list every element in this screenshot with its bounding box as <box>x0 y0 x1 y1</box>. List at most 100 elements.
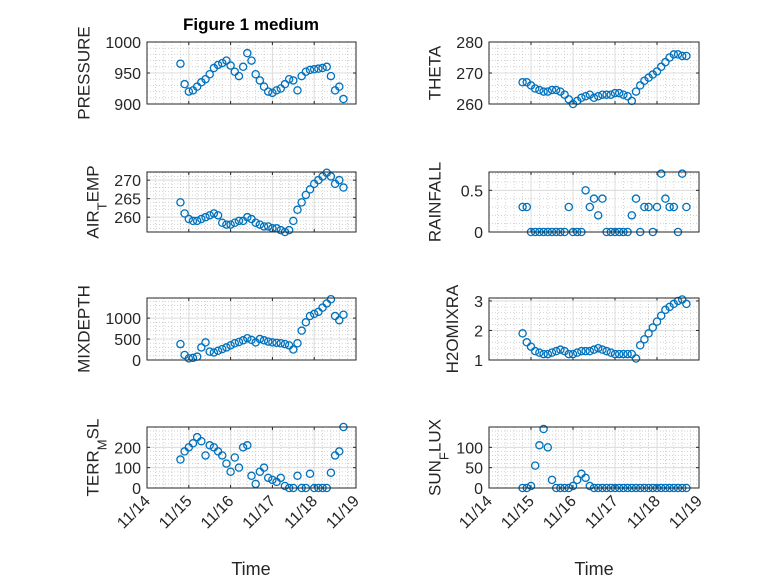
data-point <box>213 346 223 356</box>
y-tick-label: 1 <box>474 353 483 370</box>
data-point <box>539 87 548 96</box>
subplot-pressure: 900 950 1000 PRESSURE <box>74 26 357 120</box>
axes-frame <box>146 426 357 489</box>
x-tick-label: 11/14 <box>114 493 154 533</box>
data-point <box>309 309 319 319</box>
data-point <box>543 443 553 452</box>
data-point <box>585 202 595 212</box>
x-tick-label: 11/14 <box>456 493 496 533</box>
data-point <box>339 183 348 192</box>
data-point <box>631 194 641 203</box>
y-axis-label: PRESSURE <box>74 26 93 120</box>
data-point <box>568 349 578 359</box>
data-point <box>226 61 235 70</box>
data-point <box>589 345 599 354</box>
data-point <box>522 202 532 212</box>
data-point <box>243 48 252 58</box>
data-point <box>564 95 574 104</box>
data-point <box>176 59 185 68</box>
axes-background <box>489 298 699 360</box>
subplot-mixdepth: 0 500 1000 MIXDEPTH <box>74 285 357 373</box>
y-tick-label: 100 <box>114 461 141 478</box>
axes-background <box>489 427 699 488</box>
data-point <box>268 338 277 347</box>
data-point <box>197 343 206 352</box>
data-point <box>623 92 632 101</box>
data-point <box>518 329 527 338</box>
y-label-rest: EMP <box>83 165 102 202</box>
data-point <box>335 175 344 185</box>
data-point <box>243 212 252 222</box>
data-point <box>547 85 557 95</box>
data-point <box>301 318 311 327</box>
y-tick-label: 0 <box>474 481 483 498</box>
y-tick-label: 270 <box>456 66 483 83</box>
data-point <box>205 441 214 450</box>
data-point <box>197 214 206 224</box>
data-point <box>635 340 645 350</box>
axes-frame <box>488 297 700 361</box>
data-point <box>530 346 540 356</box>
data-point <box>284 225 294 235</box>
data-point <box>665 202 674 212</box>
y-label-main: H2OMIXRA <box>443 284 462 373</box>
axes-frame <box>488 426 700 489</box>
data-point <box>314 64 323 73</box>
data-point <box>234 216 244 226</box>
data-point <box>682 202 691 212</box>
data-point <box>184 354 194 363</box>
y-tick-label: 0 <box>474 225 483 242</box>
data-point <box>263 222 273 231</box>
data-point <box>627 349 637 359</box>
data-point <box>217 344 227 354</box>
data-point <box>217 451 227 460</box>
data-point <box>577 346 586 356</box>
y-axis-label: MIXDEPTH <box>74 285 93 373</box>
data-point <box>589 194 599 203</box>
data-point <box>243 333 252 343</box>
axes-frame <box>488 41 700 105</box>
data-point <box>644 329 653 338</box>
data-point <box>247 471 256 481</box>
data-point <box>263 337 273 346</box>
y-tick-label: 200 <box>114 440 141 457</box>
data-point <box>259 336 269 345</box>
data-point <box>568 481 578 491</box>
y-tick-label: 0 <box>132 481 141 498</box>
data-point <box>293 205 302 215</box>
subplot-sun: 11/14 11/15 11/16 11/17 11/18 11/19 0 50 100 SUNF… <box>425 419 706 532</box>
x-tick-label: 11/19 <box>323 493 363 533</box>
data-point <box>656 62 666 72</box>
y-tick-label: 265 <box>114 192 141 209</box>
data-point <box>293 471 302 481</box>
data-point <box>222 56 231 65</box>
data-point <box>255 76 265 85</box>
data-point <box>255 334 265 344</box>
y-tick-label: 950 <box>114 66 141 83</box>
data-point <box>259 222 269 231</box>
data-point <box>627 211 637 220</box>
data-point <box>238 443 248 452</box>
data-point <box>305 65 315 75</box>
data-point <box>577 93 586 103</box>
data-point <box>640 335 649 344</box>
data-point <box>606 90 616 99</box>
data-point <box>305 469 315 479</box>
y-tick-label: 0 <box>132 353 141 370</box>
y-label-subscript: F <box>436 452 451 460</box>
y-label-main: RAINFALL <box>425 162 444 242</box>
data-point <box>326 295 336 304</box>
data-point <box>180 209 189 218</box>
data-point <box>209 348 219 357</box>
data-point <box>176 455 185 464</box>
data-point <box>652 67 662 76</box>
y-label-main: THETA <box>425 45 444 100</box>
data-point <box>539 424 548 434</box>
y-tick-label: 3 <box>474 294 483 311</box>
data-point <box>297 326 306 335</box>
x-tick-label: 11/17 <box>240 493 280 533</box>
data-point <box>263 473 273 483</box>
data-point <box>222 343 231 352</box>
axes-frame <box>146 171 357 233</box>
